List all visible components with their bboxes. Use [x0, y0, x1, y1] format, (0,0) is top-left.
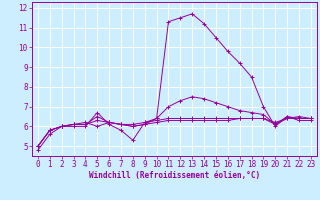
- X-axis label: Windchill (Refroidissement éolien,°C): Windchill (Refroidissement éolien,°C): [89, 171, 260, 180]
